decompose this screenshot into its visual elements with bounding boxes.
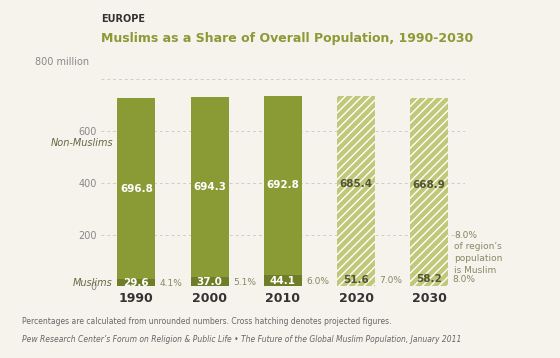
Text: 800 million: 800 million: [35, 57, 90, 67]
Bar: [337, 96, 375, 273]
Bar: [337, 273, 375, 286]
Text: 58.2: 58.2: [416, 274, 442, 284]
Bar: [190, 97, 228, 277]
Bar: [264, 275, 302, 286]
Text: 7.0%: 7.0%: [380, 276, 403, 285]
Text: 5.1%: 5.1%: [233, 278, 256, 287]
Text: 6.0%: 6.0%: [306, 277, 329, 286]
Bar: [337, 96, 375, 273]
Text: Non-Muslims: Non-Muslims: [50, 139, 113, 149]
Bar: [410, 98, 448, 271]
Text: 692.8: 692.8: [267, 180, 299, 190]
Bar: [410, 271, 448, 286]
Bar: [118, 98, 156, 279]
Text: Muslims: Muslims: [73, 277, 113, 287]
Bar: [410, 98, 448, 271]
Text: 696.8: 696.8: [120, 184, 153, 194]
Bar: [410, 271, 448, 286]
Text: 8.0%: 8.0%: [452, 275, 475, 284]
Bar: [190, 277, 228, 286]
Text: Percentages are calculated from unrounded numbers. Cross hatching denotes projec: Percentages are calculated from unrounde…: [22, 317, 392, 326]
Bar: [337, 273, 375, 286]
Text: 8.0%
of region’s
population
is Muslim: 8.0% of region’s population is Muslim: [454, 231, 502, 275]
Bar: [264, 96, 302, 275]
Text: 694.3: 694.3: [193, 182, 226, 192]
Text: 37.0: 37.0: [197, 277, 222, 287]
Text: 44.1: 44.1: [270, 276, 296, 286]
Text: 4.1%: 4.1%: [160, 279, 183, 287]
Text: 668.9: 668.9: [413, 180, 446, 190]
Text: EUROPE: EUROPE: [101, 14, 145, 24]
Text: Muslims as a Share of Overall Population, 1990-2030: Muslims as a Share of Overall Population…: [101, 32, 473, 45]
Text: Pew Research Center’s Forum on Religion & Public Life • The Future of the Global: Pew Research Center’s Forum on Religion …: [22, 335, 462, 344]
Text: 685.4: 685.4: [339, 179, 372, 189]
Text: 51.6: 51.6: [343, 275, 369, 285]
Text: 29.6: 29.6: [124, 277, 149, 287]
Bar: [118, 279, 156, 286]
